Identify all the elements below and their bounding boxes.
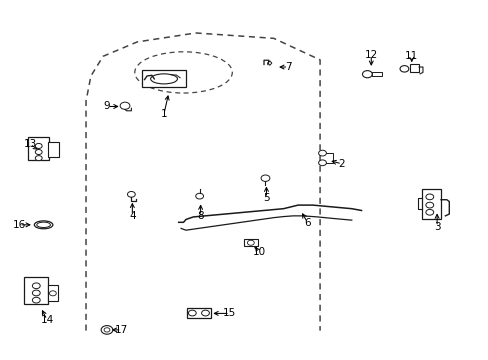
- Text: 17: 17: [115, 325, 128, 335]
- Circle shape: [104, 328, 110, 332]
- Bar: [409, 64, 418, 72]
- Circle shape: [35, 143, 42, 148]
- Circle shape: [188, 310, 196, 316]
- Text: 7: 7: [285, 62, 291, 72]
- Circle shape: [32, 290, 40, 296]
- Bar: [47, 285, 58, 301]
- Circle shape: [32, 297, 40, 303]
- Circle shape: [247, 240, 254, 245]
- Text: 13: 13: [23, 139, 37, 149]
- Circle shape: [425, 210, 433, 215]
- Text: 16: 16: [13, 220, 26, 230]
- Text: 12: 12: [364, 50, 377, 60]
- Circle shape: [49, 291, 56, 296]
- Bar: [27, 137, 49, 160]
- Circle shape: [195, 193, 203, 199]
- Circle shape: [318, 160, 326, 166]
- Text: 5: 5: [263, 193, 269, 203]
- Circle shape: [399, 66, 408, 72]
- Circle shape: [318, 150, 326, 156]
- Bar: [142, 70, 185, 87]
- Circle shape: [425, 202, 433, 208]
- Circle shape: [201, 310, 209, 316]
- Circle shape: [362, 71, 371, 78]
- Circle shape: [425, 194, 433, 200]
- Text: 11: 11: [404, 51, 418, 61]
- Bar: [48, 142, 59, 157]
- Bar: [371, 72, 381, 76]
- Bar: [24, 277, 48, 304]
- Bar: [243, 239, 258, 246]
- Circle shape: [32, 283, 40, 289]
- Bar: [186, 308, 211, 318]
- Text: 9: 9: [103, 102, 110, 112]
- Circle shape: [261, 175, 269, 181]
- Text: 15: 15: [223, 309, 236, 318]
- Text: 2: 2: [338, 159, 345, 169]
- Text: 4: 4: [129, 211, 135, 221]
- Text: 6: 6: [304, 218, 310, 228]
- Circle shape: [35, 149, 42, 154]
- Text: 10: 10: [252, 247, 265, 257]
- Bar: [422, 189, 440, 220]
- Circle shape: [127, 192, 135, 197]
- Text: 3: 3: [433, 222, 440, 231]
- Circle shape: [35, 156, 42, 161]
- Text: 1: 1: [161, 109, 167, 119]
- Circle shape: [101, 325, 113, 334]
- Text: 14: 14: [41, 315, 54, 325]
- Text: 8: 8: [197, 211, 203, 221]
- Circle shape: [120, 102, 130, 109]
